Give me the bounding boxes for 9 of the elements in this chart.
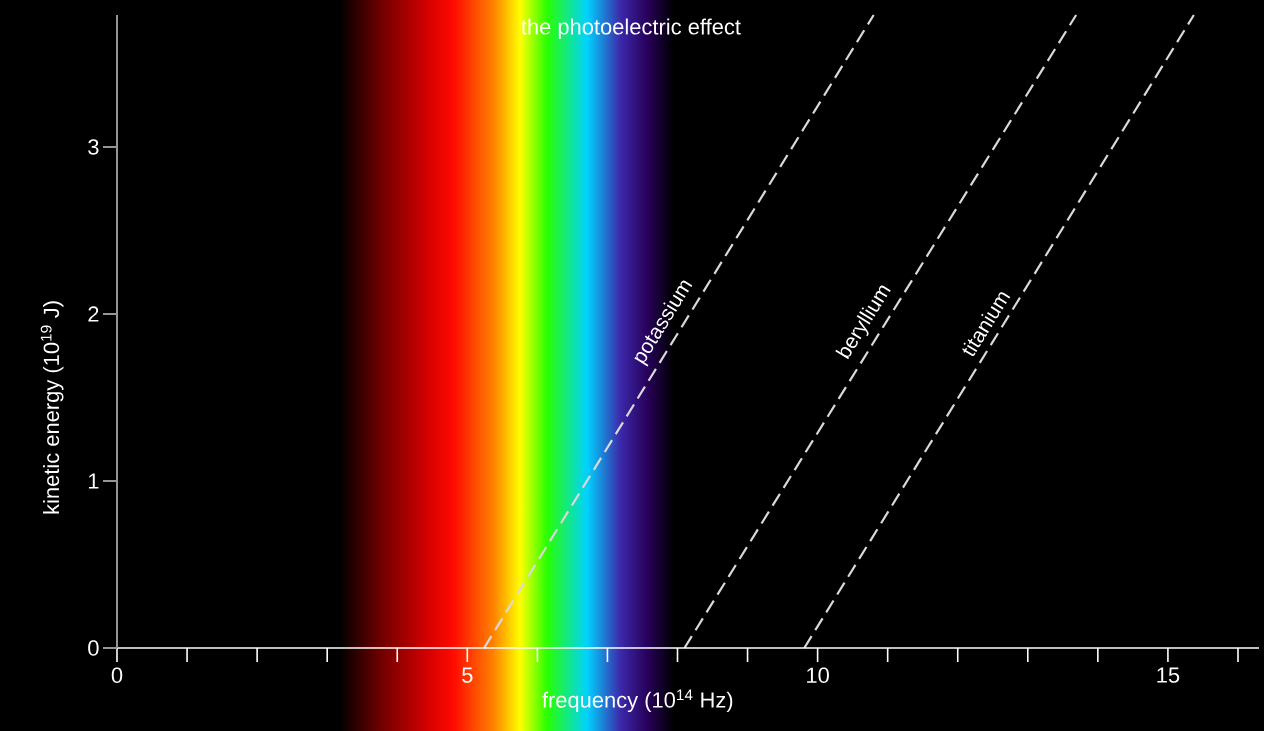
y-axis-title: kinetic energy (10$^{19}$ J) [40,301,64,514]
y-tick-label: 0 [88,640,99,656]
x-tick-label: 0 [111,667,123,684]
y-tick-label: 1 [88,473,99,489]
x-tick-label: 5 [462,667,473,683]
x-tick-label: 10 [807,667,829,684]
y-tick-label: 2 [88,306,99,322]
y-tick-label: 3 [88,139,99,155]
x-tick-label: 15 [1157,667,1180,683]
